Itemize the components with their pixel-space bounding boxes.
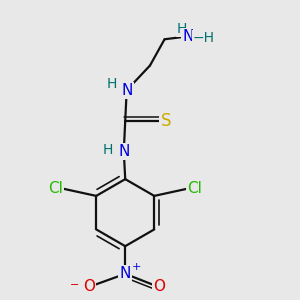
Text: H: H (177, 22, 187, 36)
Text: N: N (121, 83, 132, 98)
Text: H: H (107, 77, 117, 91)
Text: Cl: Cl (48, 181, 63, 196)
Text: −H: −H (193, 31, 215, 45)
Text: N: N (119, 266, 131, 281)
Text: N: N (182, 29, 194, 44)
Text: S: S (161, 112, 171, 130)
Text: H: H (103, 143, 113, 157)
Text: O: O (153, 280, 165, 295)
Text: −: − (70, 280, 80, 290)
Text: O: O (83, 280, 95, 295)
Text: N: N (118, 144, 130, 159)
Text: Cl: Cl (188, 181, 202, 196)
Text: +: + (132, 262, 141, 272)
